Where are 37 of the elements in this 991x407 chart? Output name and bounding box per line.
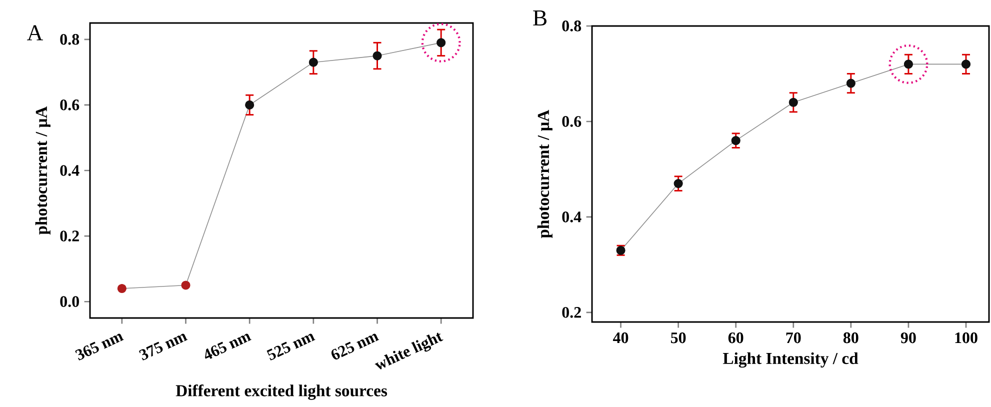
y-tick-label: 0.8 [562,20,582,32]
x-tick-label: 90 [900,332,916,344]
x-tick-label: 70 [786,332,801,344]
x-tick-label: 80 [843,332,858,344]
x-tick-label: 365 nm [75,334,124,360]
chart-title: A [27,25,43,40]
x-tick-label: 625 nm [331,334,380,360]
x-tick-label: 100 [955,332,978,344]
point [308,58,318,67]
x-tick-label: 375 nm [138,334,188,360]
y-tick-label: 0.4 [562,212,582,222]
y-tick-label: 0.8 [60,34,80,45]
y-axis-title: photocurrent / μA [537,110,552,238]
y-tick-label: 0.6 [60,100,80,110]
x-tick-label: 525 nm [266,334,316,360]
x-axis-title: Light Intensity / cd [722,352,858,368]
y-tick-label: 0.0 [60,296,79,308]
point [117,284,126,294]
y-axis-title: photocurrent / μA [35,106,50,235]
y-tick-label: 0.2 [562,307,581,318]
x-tick-label: 60 [728,332,744,344]
point [674,179,683,188]
y-tick-label: 0.6 [562,116,582,127]
y-tick-label: 0.2 [60,230,79,242]
x-tick-label: 40 [612,332,628,344]
point [731,136,740,146]
x-tick-label: 50 [670,332,686,344]
point [846,78,856,88]
point [788,98,798,107]
point [245,100,254,110]
y-tick-label: 0.4 [60,165,80,176]
x-axis-title: Different excited light sources [176,384,388,400]
point [961,60,971,69]
chart-title: B [533,10,546,26]
point [372,51,382,60]
x-tick-label: 465 nm [205,334,252,359]
point [181,280,190,290]
